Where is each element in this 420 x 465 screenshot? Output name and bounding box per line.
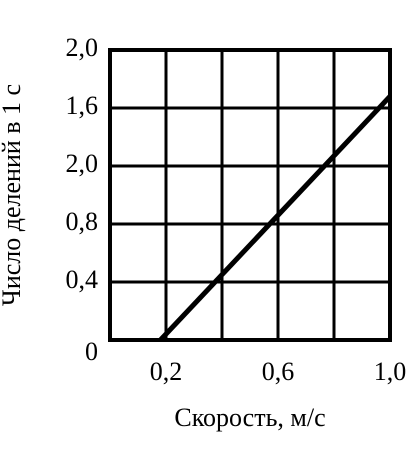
y-tick-label: 1,6 — [66, 91, 99, 120]
y-tick-label: 0 — [85, 337, 98, 366]
y-tick-label: 0,8 — [66, 207, 99, 236]
y-tick-label: 2,0 — [66, 149, 99, 178]
data-line — [158, 94, 392, 342]
y-axis-title: Число делений в 1 с — [0, 84, 26, 306]
x-tick-label: 1,0 — [374, 357, 407, 386]
y-tick-label: 0,4 — [66, 265, 99, 294]
x-tick-label: 0,6 — [262, 357, 295, 386]
y-tick-label: 2,0 — [66, 33, 99, 62]
x-axis-title: Скорость, м/с — [174, 403, 325, 432]
x-tick-label: 0,2 — [150, 357, 183, 386]
plot-frame — [108, 48, 392, 342]
